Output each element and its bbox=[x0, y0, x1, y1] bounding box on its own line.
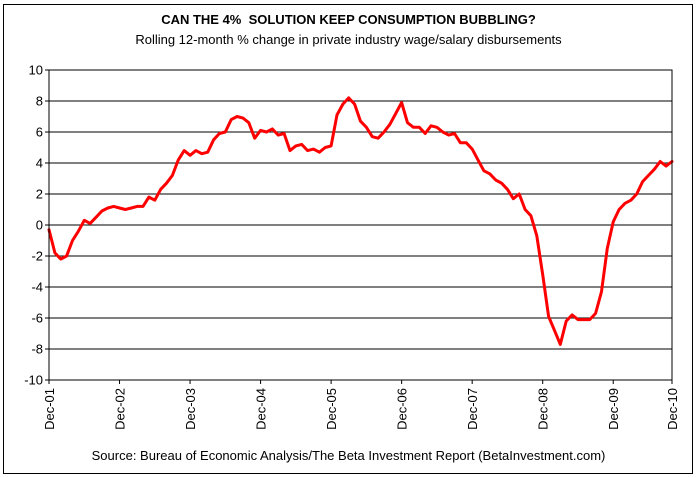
x-tick-label: Dec-07 bbox=[465, 388, 480, 430]
y-tick-label: 6 bbox=[36, 125, 43, 140]
x-tick-label: Dec-06 bbox=[395, 388, 410, 430]
y-tick-label: 10 bbox=[29, 63, 43, 78]
x-tick-label: Dec-01 bbox=[42, 388, 57, 430]
series-line bbox=[47, 96, 674, 346]
x-tick-label: Dec-04 bbox=[254, 388, 269, 430]
y-tick-label: -4 bbox=[31, 280, 43, 295]
chart-source-note: Source: Bureau of Economic Analysis/The … bbox=[91, 448, 606, 463]
y-tick-label: -6 bbox=[31, 311, 43, 326]
x-tick-label: Dec-08 bbox=[536, 388, 551, 430]
y-tick-label: 4 bbox=[36, 156, 43, 171]
chart-subtitle: Rolling 12-month % change in private ind… bbox=[135, 32, 562, 47]
y-tick-label: 8 bbox=[36, 94, 43, 109]
y-tick-label: -10 bbox=[24, 373, 43, 388]
y-axis-tick-labels: 10 8 6 4 2 0 -2 -4 -6 -8 -10 bbox=[24, 63, 43, 388]
x-tick-label: Dec-10 bbox=[665, 388, 680, 430]
x-axis: Dec-01 Dec-02 Dec-03 Dec-04 Dec-05 Dec-06 Dec-… bbox=[42, 380, 680, 430]
plot-area-border bbox=[48, 69, 673, 381]
y-tick-label: 2 bbox=[36, 187, 43, 202]
chart-frame bbox=[3, 4, 693, 474]
y-tick-label: -8 bbox=[31, 342, 43, 357]
chart-title: CAN THE 4% SOLUTION KEEP CONSUMPTION BUB… bbox=[161, 12, 536, 27]
x-tick-label: Dec-02 bbox=[113, 388, 128, 430]
x-tick-label: Dec-05 bbox=[324, 388, 339, 430]
x-tick-label: Dec-09 bbox=[606, 388, 621, 430]
y-tick-label: -2 bbox=[31, 249, 43, 264]
y-tick-label: 0 bbox=[36, 218, 43, 233]
series-group bbox=[47, 96, 674, 346]
x-tick-label: Dec-03 bbox=[183, 388, 198, 430]
